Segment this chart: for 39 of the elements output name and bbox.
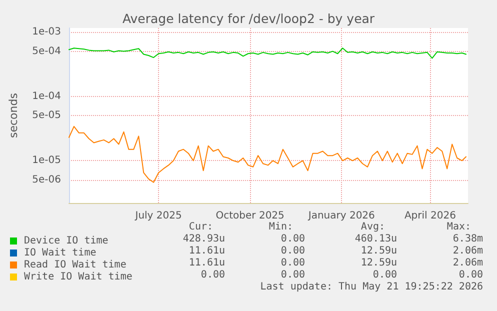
text: 0.00 xyxy=(458,270,484,280)
y-tick-label: 1e-04 xyxy=(32,90,61,102)
legend-label: Write IO Wait time xyxy=(24,272,132,282)
text: 2.06m xyxy=(452,246,484,256)
legend-label: Device IO time xyxy=(24,236,108,246)
text: Last update: Thu May 21 19:25:22 2026 xyxy=(260,282,484,292)
text: 11.61u xyxy=(188,258,225,268)
text: 12.59u xyxy=(360,246,397,256)
y-tick-label: 5e-05 xyxy=(32,110,61,122)
line-series xyxy=(68,126,467,183)
text: 0.00 xyxy=(200,270,226,280)
legend-label: IO Wait time xyxy=(24,248,96,258)
text: 0.00 xyxy=(280,270,306,280)
x-tick-label: July 2025 xyxy=(134,210,182,222)
text: 460.13u xyxy=(354,234,398,244)
y-tick-label: 5e-06 xyxy=(32,174,61,186)
y-tick-label: 5e-04 xyxy=(32,46,61,57)
text: Min: xyxy=(268,222,294,232)
x-tick-label: January 2026 xyxy=(307,210,375,222)
text: Max: xyxy=(446,222,472,232)
x-tick-label: April 2026 xyxy=(404,210,456,222)
x-tick-label: October 2025 xyxy=(216,210,284,222)
y-axis-title: seconds xyxy=(7,92,20,138)
legend-label: Read IO Wait time xyxy=(24,260,126,270)
text: 0.00 xyxy=(280,234,306,244)
chart-title: Average latency for /dev/loop2 - by year xyxy=(122,11,376,26)
text: 2.06m xyxy=(452,258,484,268)
text: 12.59u xyxy=(360,258,397,268)
text: Cur: xyxy=(188,222,214,232)
y-tick-label: 1e-05 xyxy=(32,155,61,166)
text: 0.00 xyxy=(372,270,398,280)
text: 0.00 xyxy=(280,258,306,268)
text: 428.93u xyxy=(182,234,226,244)
y-tick-label: 1e-03 xyxy=(32,26,61,38)
line-series xyxy=(68,48,467,59)
text: Avg: xyxy=(360,222,386,232)
text: 11.61u xyxy=(188,246,225,256)
text: 0.00 xyxy=(280,246,306,256)
text: 6.38m xyxy=(452,234,484,244)
